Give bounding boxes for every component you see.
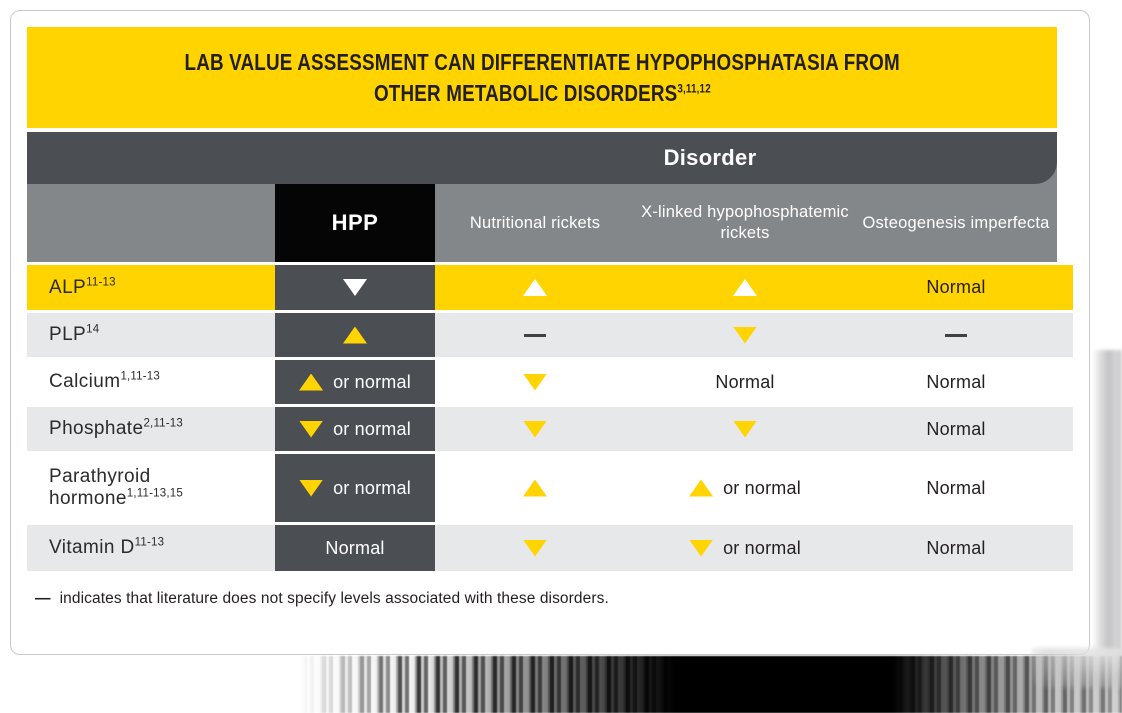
table-row: Parathyroid hormone1,11-13,15 or normal or… [27, 454, 1073, 522]
cell-hpp: or normal [275, 454, 435, 522]
row-label-refs: 14 [86, 323, 100, 336]
column-header-hpp: HPP [275, 184, 435, 262]
row-label: Phosphate2,11-13 [27, 407, 275, 451]
cell-text: Normal [926, 537, 986, 558]
cell-xlh-rickets: or normal [635, 525, 855, 571]
cell-hpp: or normal [275, 360, 435, 404]
cell-text: or normal [333, 477, 411, 498]
cell-text: or normal [333, 418, 411, 439]
cell-osteogenesis-imperfecta [855, 313, 1057, 357]
table-row: PLP14 [27, 313, 1073, 357]
table-header-block: Disorder HPP Nutritional rickets X-linked … [27, 132, 1057, 262]
down-triangle-icon [299, 420, 324, 438]
column-header-xlh-rickets: X-linked hypophosphatemic rickets [641, 203, 849, 242]
footnote: — indicates that literature does not spe… [35, 590, 1073, 608]
row-label: Parathyroid hormone1,11-13,15 [27, 454, 275, 522]
row-label-text: Calcium1,11-13 [49, 370, 160, 393]
row-label: Vitamin D11-13 [27, 525, 275, 571]
up-triangle-icon [733, 279, 757, 296]
row-label-refs: 2,11-13 [143, 417, 184, 430]
row-label-refs: 11-13 [134, 536, 165, 549]
cell-hpp: Normal [275, 525, 435, 571]
title-refs: 3,11,12 [676, 80, 711, 95]
cell-xlh-rickets: or normal [635, 454, 855, 522]
render-artifact-right [1092, 350, 1122, 658]
disorder-group-label: Disorder [663, 145, 757, 170]
row-label: ALP11-13 [27, 265, 275, 310]
cell-text: Normal [325, 537, 385, 558]
cell-nutritional-rickets [435, 360, 635, 404]
cell-nutritional-rickets [435, 454, 635, 522]
down-triangle-icon [689, 539, 714, 557]
dash-icon [524, 333, 546, 337]
cell-text: Normal [926, 477, 986, 498]
cell-osteogenesis-imperfecta: Normal [855, 454, 1057, 522]
row-label-text: Vitamin D11-13 [49, 536, 165, 559]
column-header-osteogenesis-imperfecta: Osteogenesis imperfecta [862, 213, 1050, 232]
cell-xlh-rickets [635, 265, 855, 310]
row-label: Calcium1,11-13 [27, 360, 275, 404]
cell-osteogenesis-imperfecta: Normal [855, 525, 1057, 571]
down-triangle-icon [523, 373, 547, 391]
cell-osteogenesis-imperfecta: Normal [855, 265, 1057, 310]
row-label-text: Phosphate2,11-13 [49, 417, 184, 440]
row-label-text: ALP11-13 [49, 276, 116, 298]
up-triangle-icon [689, 479, 714, 497]
table-body: ALP11-13 Normal PLP14 Calcium1,11-13 or norm… [27, 265, 1073, 571]
row-label-text: PLP14 [49, 323, 100, 346]
row-label-text: Parathyroid hormone1,11-13,15 [49, 466, 183, 509]
row-label: PLP14 [27, 313, 275, 357]
table-row: Vitamin D11-13 Normal or normal Normal [27, 525, 1073, 571]
cell-text: or normal [723, 537, 801, 558]
down-triangle-icon [733, 326, 757, 344]
cell-text: Normal [926, 277, 986, 297]
cell-hpp [275, 265, 435, 310]
cell-nutritional-rickets [435, 313, 635, 357]
down-triangle-icon [299, 479, 324, 497]
title-banner: LAB VALUE ASSESSMENT CAN DIFFERENTIATE H… [27, 27, 1057, 128]
cell-text: Normal [715, 371, 775, 392]
cell-nutritional-rickets [435, 265, 635, 310]
cell-text: or normal [333, 371, 411, 392]
column-header-spacer [27, 184, 275, 262]
lab-value-table-card: LAB VALUE ASSESSMENT CAN DIFFERENTIATE H… [10, 10, 1090, 655]
cell-osteogenesis-imperfecta: Normal [855, 407, 1057, 451]
render-artifact-corner [1032, 648, 1122, 688]
up-triangle-icon [343, 326, 367, 344]
table-row: Calcium1,11-13 or normal Normal Normal [27, 360, 1073, 404]
table-row: ALP11-13 Normal [27, 265, 1073, 310]
down-triangle-icon [343, 279, 367, 296]
cell-text: Normal [926, 418, 986, 439]
row-label-refs: 11-13 [86, 276, 116, 289]
cell-osteogenesis-imperfecta: Normal [855, 360, 1057, 404]
cell-text: Normal [926, 371, 986, 392]
footnote-dash-icon: — [35, 590, 51, 607]
table-row: Phosphate2,11-13 or normal Normal [27, 407, 1073, 451]
cell-hpp [275, 313, 435, 357]
cell-nutritional-rickets [435, 407, 635, 451]
title-line-1: LAB VALUE ASSESSMENT CAN DIFFERENTIATE H… [184, 49, 900, 76]
cell-xlh-rickets [635, 407, 855, 451]
title-line-2: OTHER METABOLIC DISORDERS3,11,12 [374, 78, 711, 108]
cell-xlh-rickets [635, 313, 855, 357]
column-header-nutritional-rickets: Nutritional rickets [469, 213, 601, 232]
up-triangle-icon [299, 373, 324, 391]
down-triangle-icon [733, 420, 757, 438]
row-label-refs: 1,11-13 [120, 370, 160, 383]
cell-text: or normal [723, 477, 801, 498]
title-line-2-text: OTHER METABOLIC DISORDERS [373, 79, 677, 106]
cell-xlh-rickets: Normal [635, 360, 855, 404]
down-triangle-icon [523, 539, 547, 557]
column-header-row: HPP Nutritional rickets X-linked hypophosp… [27, 184, 1057, 262]
dash-icon [945, 333, 967, 337]
footnote-text: indicates that literature does not speci… [59, 590, 609, 607]
cell-nutritional-rickets [435, 525, 635, 571]
up-triangle-icon [523, 479, 547, 497]
disorder-group-header: Disorder [27, 132, 1057, 184]
render-artifact-bottom [298, 656, 1122, 713]
row-label-refs: 1,11-13,15 [126, 487, 183, 500]
up-triangle-icon [523, 279, 547, 296]
cell-hpp: or normal [275, 407, 435, 451]
down-triangle-icon [523, 420, 547, 438]
